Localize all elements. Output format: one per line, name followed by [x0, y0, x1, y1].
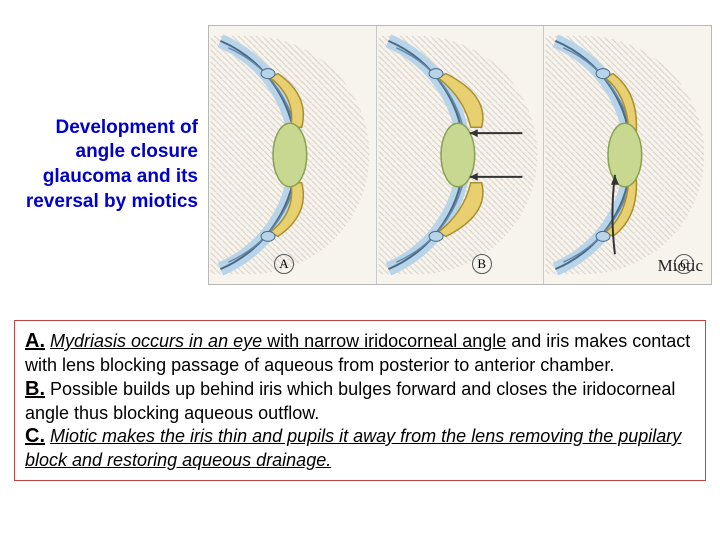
page-title: Development of angle closure glaucoma an… — [8, 116, 198, 215]
eye-diagram-icon — [209, 26, 376, 284]
stage-c: C. Miotic makes the iris thin and pupils… — [25, 424, 695, 472]
top-section: Development of angle closure glaucoma an… — [0, 0, 720, 300]
stage-b: B. Possible builds up behind iris which … — [25, 377, 695, 425]
eye-diagram-icon — [377, 26, 544, 284]
eye-panel-b: B — [377, 26, 545, 284]
title-block: Development of angle closure glaucoma an… — [8, 96, 208, 215]
eye-panel-c: C Miotic — [544, 26, 711, 284]
eye-panel-a: A — [209, 26, 377, 284]
diagram-strip: A — [208, 25, 712, 285]
stage-a: A. Mydriasis occurs in an eye with narro… — [25, 329, 695, 377]
panel-label-b: B — [472, 254, 492, 274]
description-box: A. Mydriasis occurs in an eye with narro… — [14, 320, 706, 481]
eye-diagram-icon — [544, 26, 711, 284]
miotic-label: Miotic — [658, 256, 703, 276]
panel-label-a: A — [274, 254, 294, 274]
